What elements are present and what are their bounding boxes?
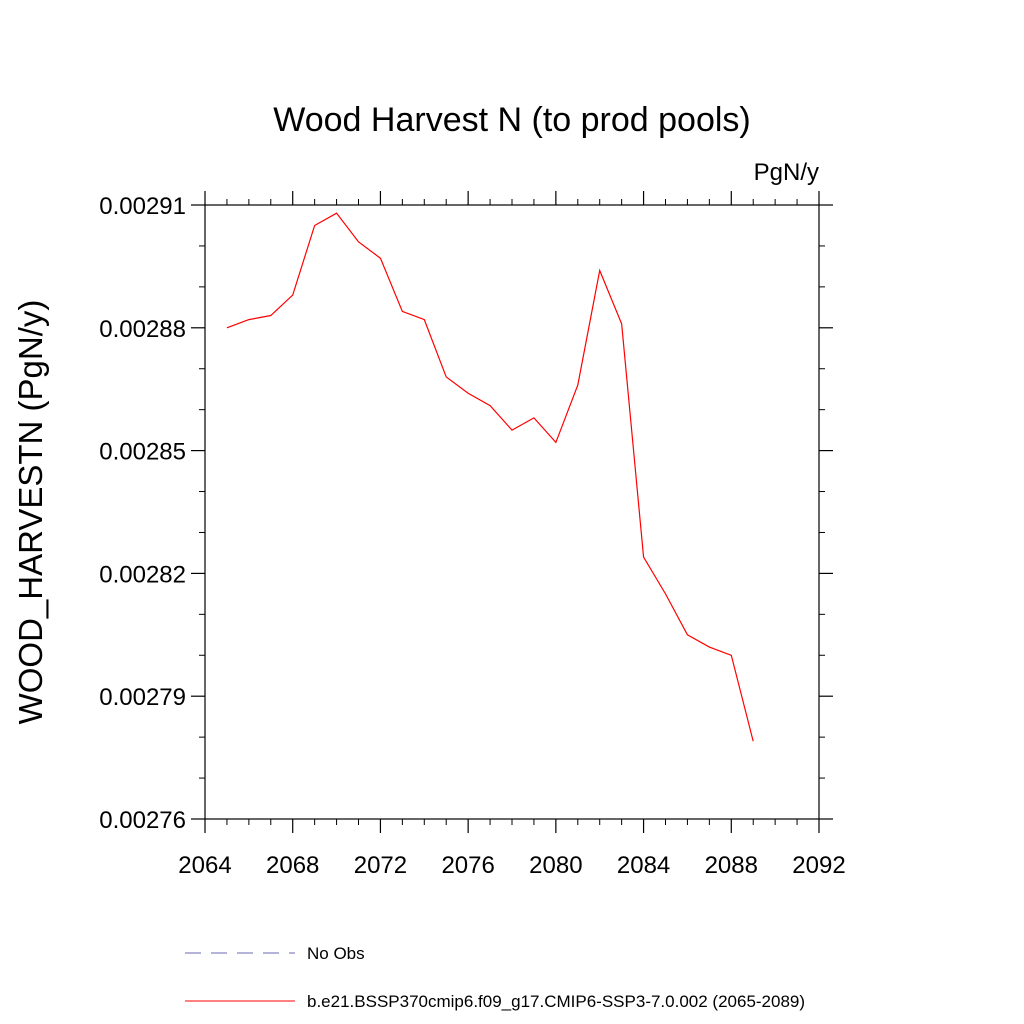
chart-title: Wood Harvest N (to prod pools) <box>273 101 750 139</box>
y-tick-label: 0.00291 <box>99 193 186 220</box>
axis-ticks <box>191 191 833 833</box>
series-line-1 <box>226 212 754 742</box>
y-tick-label: 0.00276 <box>99 807 186 834</box>
legend-label-0: No Obs <box>307 944 365 963</box>
y-tick-label: 0.00282 <box>99 561 186 588</box>
x-tick-label: 2080 <box>529 852 582 879</box>
y-tick-label: 0.00288 <box>99 316 186 343</box>
x-tick-label: 2064 <box>178 852 231 879</box>
y-tick-labels: 0.00276 0.00279 0.00282 0.00285 0.00288 0.002… <box>99 193 186 834</box>
legend-label-1: b.e21.BSSP370cmip6.f09_g17.CMIP6-SSP3-7.… <box>307 992 805 1011</box>
units-label: PgN/y <box>754 159 819 186</box>
x-tick-label: 2072 <box>354 852 407 879</box>
x-tick-label: 2088 <box>705 852 758 879</box>
plot-frame <box>204 204 820 820</box>
x-tick-label: 2076 <box>441 852 494 879</box>
y-tick-label: 0.00285 <box>99 439 186 466</box>
x-tick-labels: 2064 2068 2072 2076 2080 2084 2088 2092 <box>178 852 845 879</box>
y-axis-label: WOOD_HARVESTN (PgN/y) <box>12 300 49 725</box>
x-tick-label: 2084 <box>617 852 670 879</box>
x-tick-label: 2068 <box>266 852 319 879</box>
legend: No Obs b.e21.BSSP370cmip6.f09_g17.CMIP6-S… <box>185 944 805 1011</box>
series-lines <box>226 212 754 742</box>
y-tick-label: 0.00279 <box>99 684 186 711</box>
x-tick-label: 2092 <box>792 852 845 879</box>
